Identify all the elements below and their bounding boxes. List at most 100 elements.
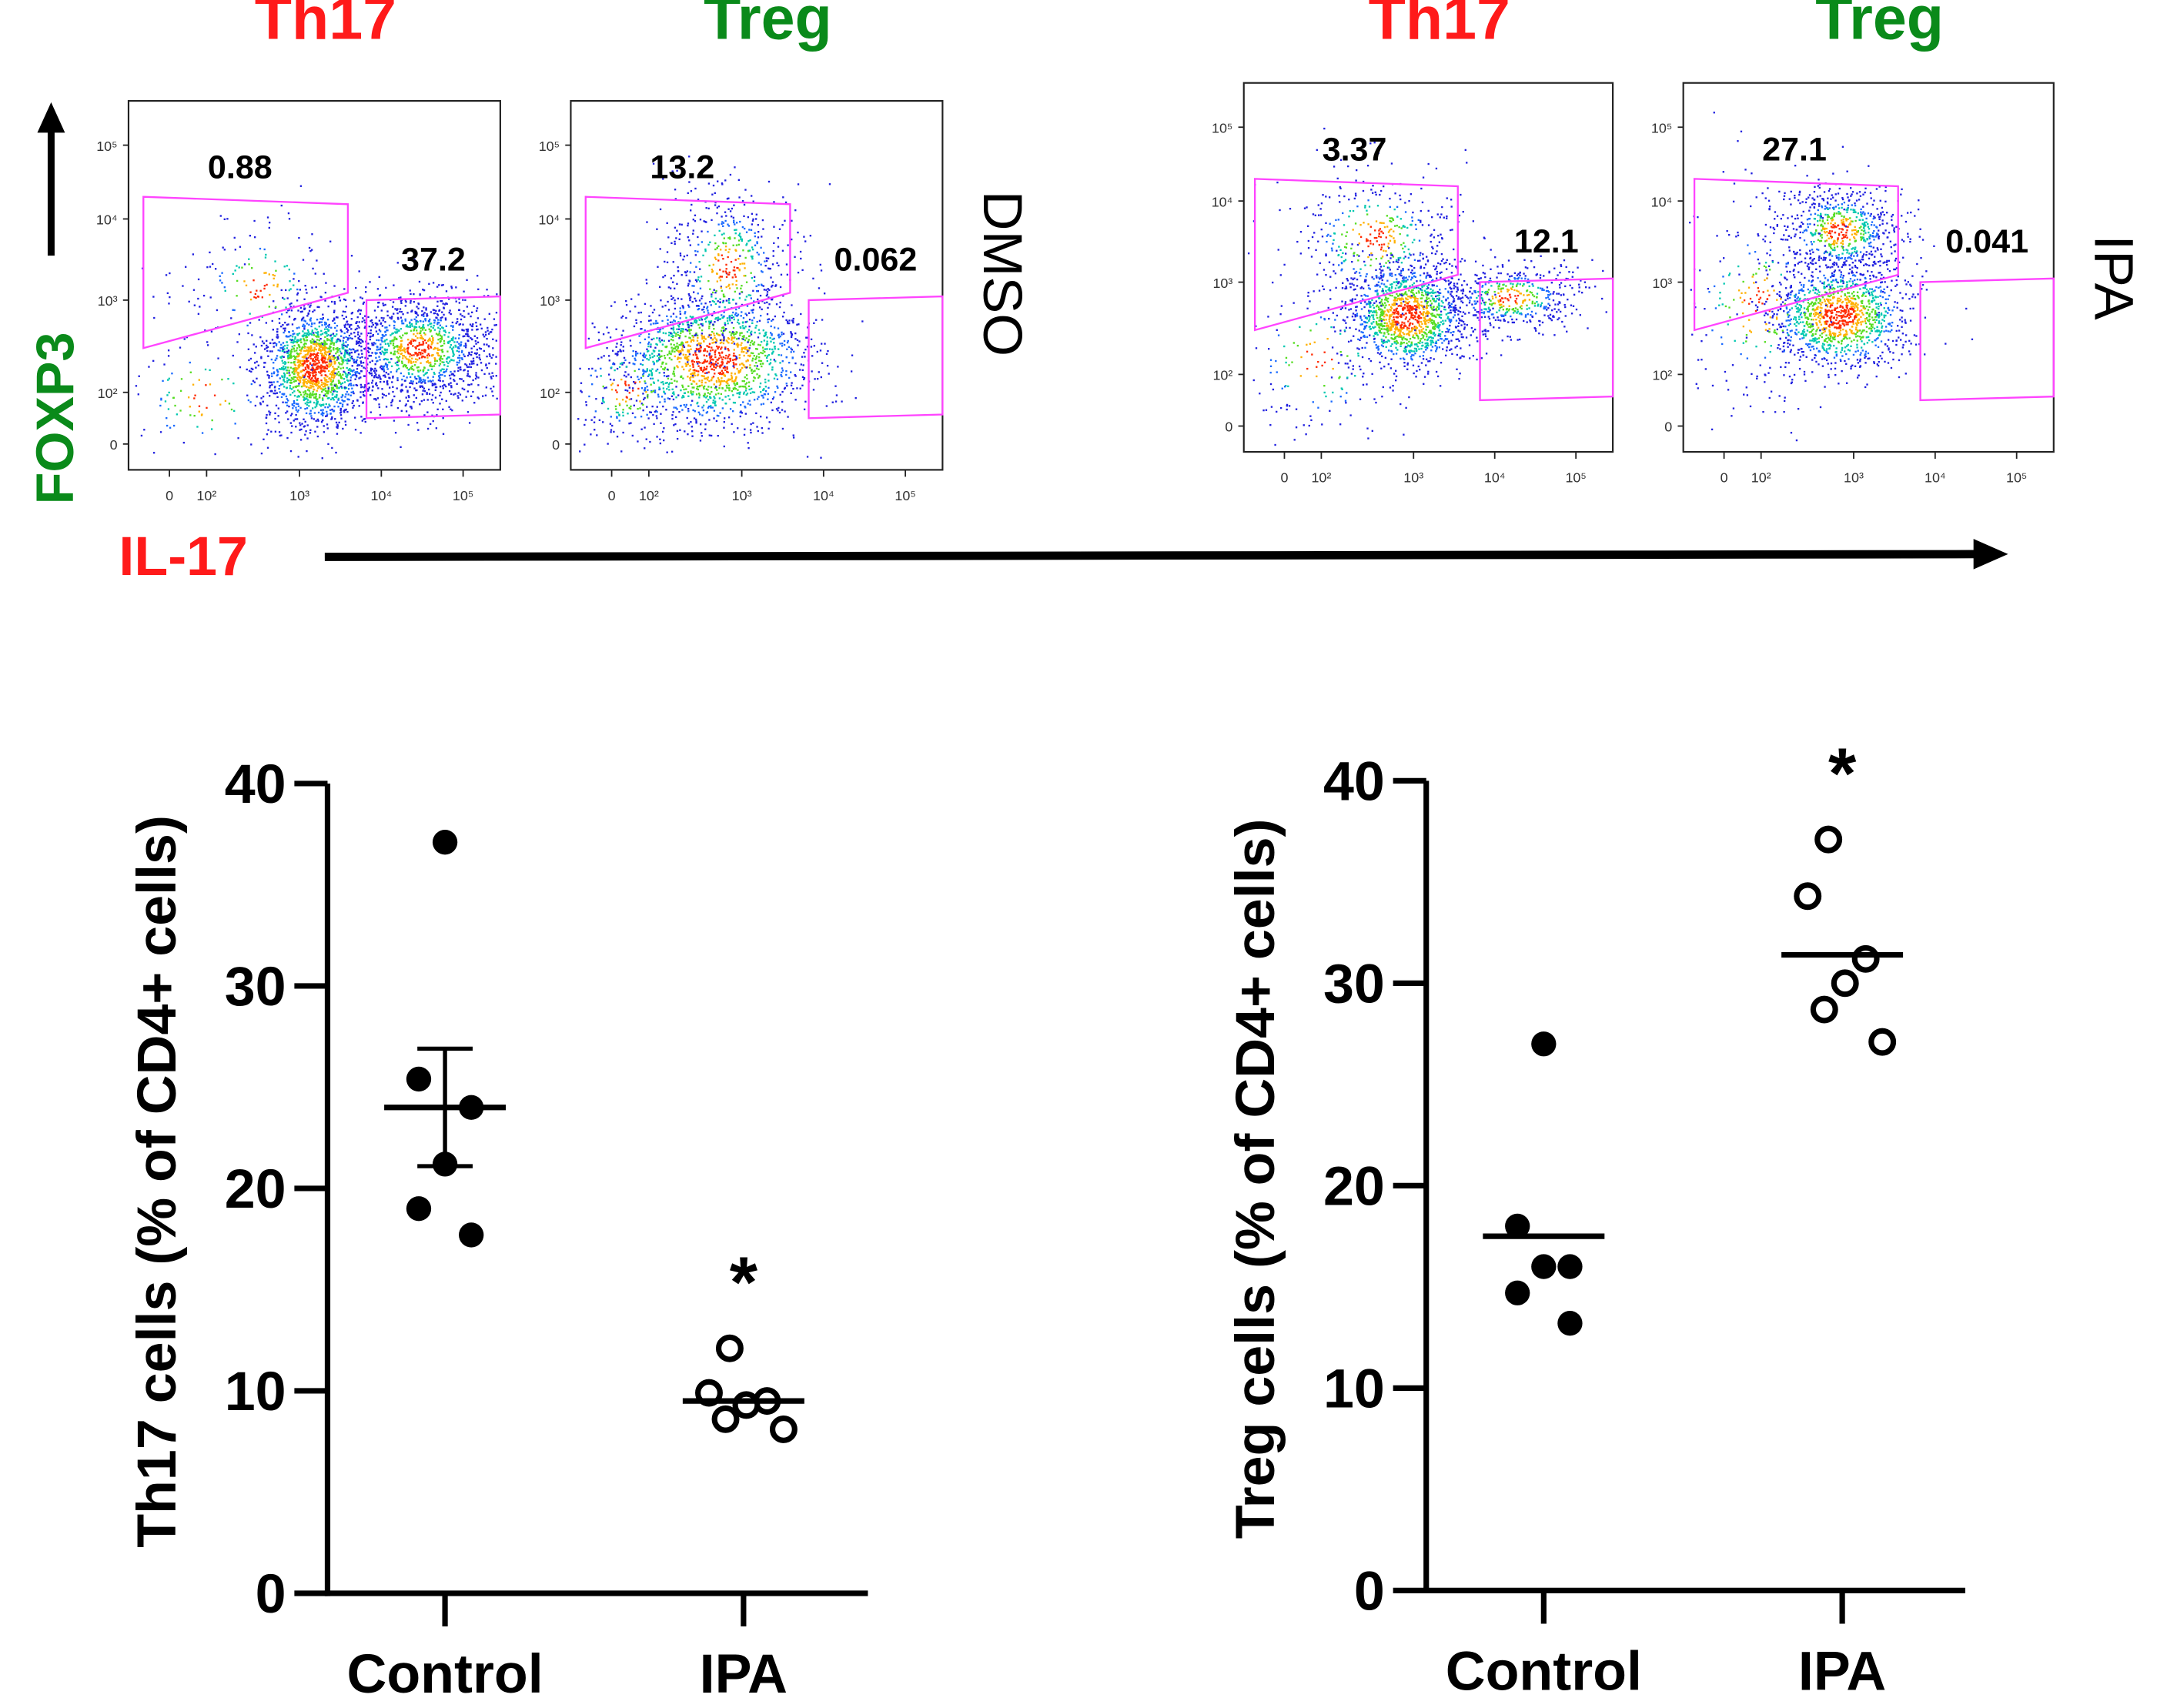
data-point xyxy=(1831,969,1859,998)
y-tick-label: 10² xyxy=(98,386,118,401)
th17-gate-percent: 37.2 xyxy=(401,242,466,279)
x-tick-label: 10⁴ xyxy=(813,488,834,503)
flow-panel-ipa-treg: Treg 27.1 0.041 10⁵ 10⁴ 10³ 10² 0 0 10² 10³ 10⁴ 10⁵ I… xyxy=(1651,0,2145,486)
event-dots xyxy=(1689,112,1974,442)
x-tick-label: 10⁴ xyxy=(1925,470,1946,486)
il17-axis-label: IL-17 xyxy=(119,526,248,587)
th17-gate xyxy=(808,295,944,419)
panel-title: Treg xyxy=(1815,0,1944,52)
flow-panel-dmso-th17: Th17 0.88 37.2 10⁵ 10⁴ 10³ 10² 0 0 10² 10³ 10⁴ 10⁵ xyxy=(96,0,502,503)
y-tick-label: 20 xyxy=(225,1158,286,1220)
dot-plot-treg: 0 10 20 30 40 Treg cells (% of CD4+ cells) Con… xyxy=(1225,733,1965,1703)
event-dots xyxy=(135,185,498,460)
x-tick-label: 10² xyxy=(196,488,216,503)
dot-plots: 0 10 20 30 40 Th17 cells (% of CD4+ cells) Con… xyxy=(126,733,1965,1705)
th17-gate-percent: 0.041 xyxy=(1945,223,2028,260)
y-tick-label: 40 xyxy=(225,754,286,815)
y-tick-label: 10 xyxy=(225,1361,286,1422)
y-tick-label: 10⁴ xyxy=(538,212,560,228)
flow-panel-dmso-treg: Treg 13.2 0.062 10⁵ 10⁴ 10³ 10² 0 0 10² 10³ 10⁴ 10⁵ D… xyxy=(538,0,1033,503)
data-point xyxy=(432,830,458,855)
x-tick-label: IPA xyxy=(700,1643,788,1705)
y-tick-label: 10³ xyxy=(1652,276,1672,291)
th17-gate xyxy=(1919,277,2055,402)
treg-gate-percent: 0.88 xyxy=(208,149,273,186)
series-ipa: * xyxy=(1781,733,1904,1056)
x-tick-label: Control xyxy=(1446,1641,1642,1703)
y-tick-label: 10⁴ xyxy=(1651,194,1673,209)
x-tick-label: 10⁵ xyxy=(453,488,473,503)
data-point xyxy=(1505,1280,1530,1305)
data-point xyxy=(769,1415,798,1443)
y-tick-label: 10⁵ xyxy=(1651,120,1672,135)
treg-gate xyxy=(584,196,791,349)
series-control xyxy=(1483,1031,1605,1336)
x-tick-label: 10³ xyxy=(289,488,309,503)
th17-gate-percent: 12.1 xyxy=(1514,223,1579,260)
x-tick-label: 10³ xyxy=(732,488,752,503)
x-tick-label: 10² xyxy=(1311,470,1331,486)
data-point xyxy=(1810,995,1838,1024)
x-tick-label: 10² xyxy=(1751,470,1771,486)
plot-frame xyxy=(1682,82,2055,453)
data-point xyxy=(1557,1254,1583,1279)
y-tick-label: 10³ xyxy=(98,293,118,309)
data-point xyxy=(1531,1254,1557,1279)
data-point xyxy=(711,1405,740,1433)
y-tick-label: 10⁵ xyxy=(96,139,117,154)
y-tick-label: 10² xyxy=(540,386,560,401)
y-tick-label: 0 xyxy=(1225,419,1232,435)
data-point xyxy=(1505,1213,1530,1239)
treg-gate-percent: 27.1 xyxy=(1762,131,1827,168)
y-tick-label: 0 xyxy=(552,437,560,453)
flow-cytometry-panels: Th17 0.88 37.2 10⁵ 10⁴ 10³ 10² 0 0 10² 10³ 10⁴ 10⁵ Tr… xyxy=(96,0,2145,503)
series-control xyxy=(384,830,507,1248)
treg-gate xyxy=(1253,178,1459,332)
significance-marker: * xyxy=(730,1242,758,1322)
x-tick-label: 0 xyxy=(1721,470,1728,486)
data-point xyxy=(1868,1028,1897,1056)
y-tick-label: 0 xyxy=(256,1563,286,1625)
event-dots xyxy=(577,155,864,459)
significance-marker: * xyxy=(1828,733,1857,814)
condition-label: DMSO xyxy=(971,191,1033,356)
y-axis-label: Treg cells (% of CD4+ cells) xyxy=(1225,819,1286,1539)
data-point xyxy=(459,1222,484,1248)
x-tick-label: 10⁵ xyxy=(1565,470,1586,486)
th17-gate-percent: 0.062 xyxy=(834,242,918,279)
foxp3-arrow-icon xyxy=(37,102,65,256)
x-tick-label: 10⁴ xyxy=(371,488,393,503)
y-tick-label: 10⁵ xyxy=(1212,120,1232,135)
y-tick-label: 10² xyxy=(1652,368,1672,383)
y-tick-label: 0 xyxy=(1354,1561,1385,1623)
th17-gate xyxy=(1479,277,1614,402)
x-tick-label: 10⁵ xyxy=(2006,470,2027,486)
panel-title: Th17 xyxy=(255,0,396,52)
data-point xyxy=(1794,882,1822,911)
th17-gate xyxy=(365,295,502,419)
plot-frame xyxy=(570,99,944,471)
panel-title: Th17 xyxy=(1369,0,1510,52)
il17-arrow-icon xyxy=(324,539,2008,570)
x-tick-label: IPA xyxy=(1798,1641,1886,1703)
x-tick-label: 10² xyxy=(639,488,659,503)
data-point xyxy=(1851,944,1880,973)
x-tick-label: 0 xyxy=(608,488,616,503)
x-tick-label: 10³ xyxy=(1844,470,1864,486)
y-tick-label: 30 xyxy=(1323,953,1385,1014)
flow-panel-ipa-th17: Th17 3.37 12.1 10⁵ 10⁴ 10³ 10² 0 0 10² 10³ 10⁴ 10⁵ xyxy=(1212,0,1614,486)
y-tick-label: 0 xyxy=(1664,419,1672,435)
y-tick-label: 10³ xyxy=(1212,276,1232,291)
x-tick-label: Control xyxy=(346,1643,543,1705)
panel-title: Treg xyxy=(704,0,832,52)
data-point xyxy=(1814,825,1843,854)
x-tick-label: 0 xyxy=(1280,470,1288,486)
y-tick-label: 10⁴ xyxy=(1212,194,1233,209)
y-axis-label: Th17 cells (% of CD4+ cells) xyxy=(126,815,188,1548)
data-point xyxy=(1531,1031,1557,1057)
treg-gate-percent: 3.37 xyxy=(1323,131,1387,168)
y-tick-label: 10² xyxy=(1212,368,1232,383)
data-point xyxy=(732,1391,761,1419)
series-ipa: * xyxy=(682,1242,804,1443)
treg-gate-percent: 13.2 xyxy=(650,149,714,186)
